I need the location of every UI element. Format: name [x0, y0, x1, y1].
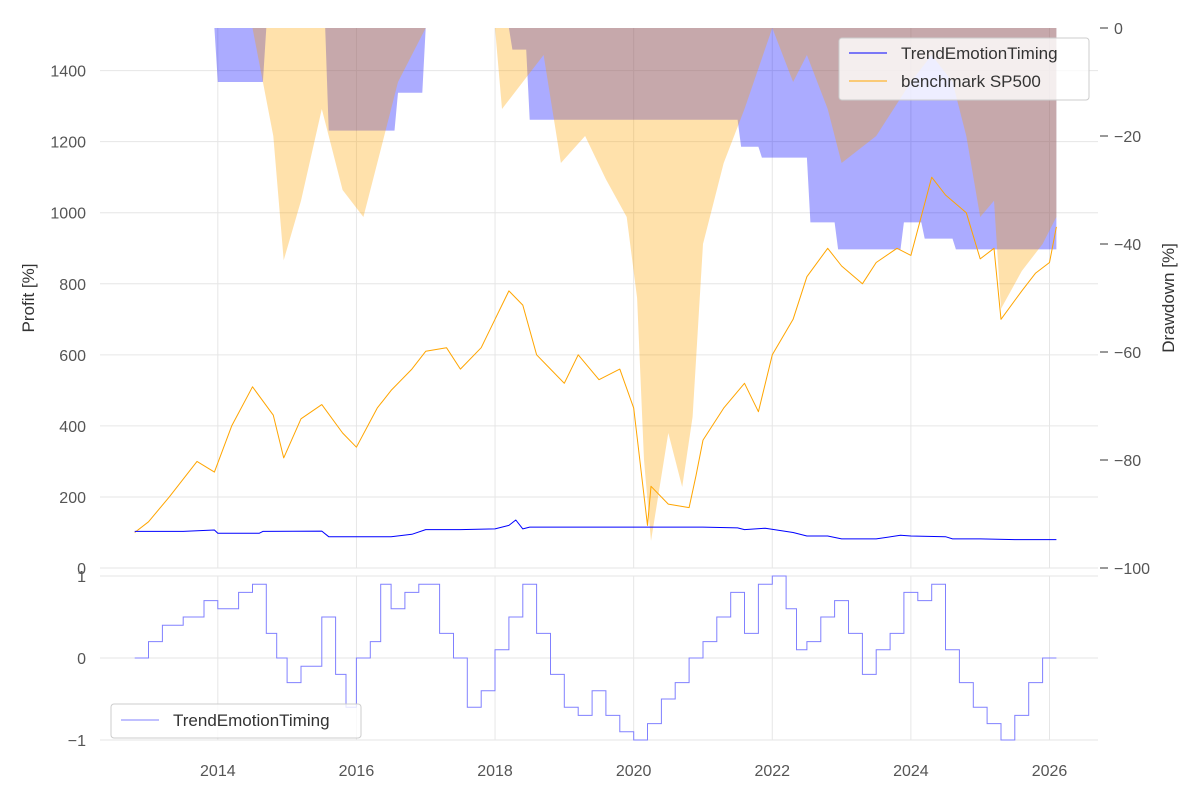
drawdown-tick-label: −20 [1114, 129, 1141, 146]
drawdown-axis-label: Drawdown [%] [1159, 243, 1178, 353]
main-y-tick-label: 200 [59, 490, 86, 507]
drawdown-area-trend [134, 28, 1057, 250]
legend-label-trend: TrendEmotionTiming [901, 44, 1058, 63]
legend-label-benchmark: benchmark SP500 [901, 72, 1041, 91]
drawdown-tick-label: 0 [1114, 21, 1123, 38]
x-axis-ticks: 2014 2016 2018 2020 2022 2024 2026 [200, 763, 1067, 780]
main-y-tick-label: 400 [59, 419, 86, 436]
main-legend-box [838, 37, 1090, 101]
x-tick-label: 2016 [339, 763, 375, 780]
legend-label-signal: TrendEmotionTiming [173, 711, 330, 730]
main-y-tick-label: 1400 [50, 64, 86, 81]
x-tick-label: 2024 [893, 763, 929, 780]
drawdown-areas [134, 28, 1057, 541]
x-tick-label: 2022 [754, 763, 790, 780]
main-y-tick-label: 0 [77, 561, 86, 578]
main-y-tick-label: 600 [59, 348, 86, 365]
x-tick-label: 2014 [200, 763, 236, 780]
x-tick-label: 2020 [616, 763, 652, 780]
x-tick-label: 2026 [1032, 763, 1068, 780]
main-y-tick-label: 1200 [50, 135, 86, 152]
main-y-tick-label: 800 [59, 277, 86, 294]
signal-legend-box [110, 703, 362, 739]
profit-axis-label: Profit [%] [19, 264, 38, 333]
drawdown-tick-label: −60 [1114, 345, 1141, 362]
main-y-ticks: 0 200 400 600 800 1000 1200 1400 [50, 64, 86, 578]
line-trend-emotion-timing [134, 519, 1057, 541]
line-benchmark-sp500 [134, 176, 1057, 533]
line-signal-trend-emotion-timing [134, 575, 1057, 741]
signal-legend: TrendEmotionTiming [110, 703, 362, 739]
x-tick-label: 2018 [477, 763, 513, 780]
main-legend: TrendEmotionTiming benchmark SP500 [838, 37, 1090, 101]
drawdown-tick-label: −80 [1114, 453, 1141, 470]
signal-y-ticks: −1 0 1 [68, 569, 86, 750]
signal-y-tick-label: −1 [68, 733, 86, 750]
signal-y-tick-label: 0 [77, 651, 86, 668]
main-chart-panel: 0 200 400 600 800 1000 1200 1400 0 −20 −40 −60 −80 −… [19, 21, 1178, 578]
signal-y-tick-label: 1 [77, 569, 86, 586]
signal-chart-panel: −1 0 1 2014 2016 2018 2020 2022 2024 2026 TrendE… [68, 569, 1098, 780]
main-grid [100, 28, 1098, 569]
profit-lines [134, 176, 1057, 541]
drawdown-y-ticks: 0 −20 −40 −60 −80 −100 [1100, 21, 1150, 578]
drawdown-tick-label: −40 [1114, 237, 1141, 254]
drawdown-tick-label: −100 [1114, 561, 1150, 578]
signal-lines [134, 575, 1057, 741]
drawdown-area-benchmark [134, 28, 1057, 541]
main-y-tick-label: 1000 [50, 206, 86, 223]
